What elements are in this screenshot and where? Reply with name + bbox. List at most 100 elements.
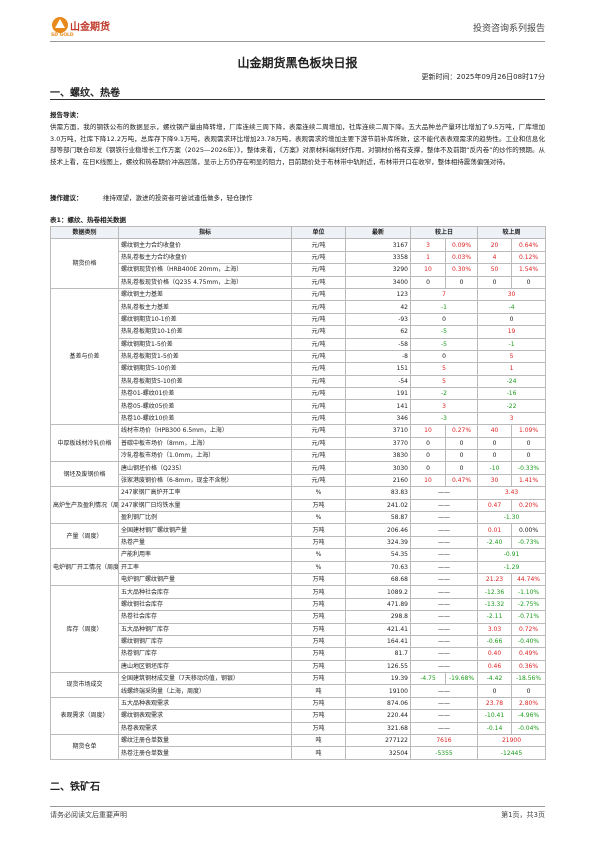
week-change-cell: 0 [477,684,513,698]
day-change-cell: —— [409,622,479,636]
column-header: 较上日 [409,225,479,240]
day-change-cell: 0.47% [444,473,479,488]
week-change-cell: 0.20% [511,498,547,513]
week-change-cell: -4 [477,300,547,314]
latest-cell: -54 [345,374,411,389]
table-row: 基差与价差 螺纹钢主力基差 元/吨 123 7 30 [50,287,547,426]
latest-cell: 62 [345,325,411,339]
week-change-cell: 44.74% [511,572,547,587]
day-change-cell: 1 [410,250,446,265]
day-change-cell: 0 [444,449,479,463]
latest-cell: 3710 [345,424,411,438]
latest-cell: 3830 [345,449,411,463]
week-change-cell: -0.71% [511,610,547,624]
day-change-cell: —— [409,486,479,500]
latest-cell: 220.44 [345,709,411,723]
logo [52,17,68,33]
latest-cell: 321.68 [345,721,411,736]
unit-cell: % [291,486,346,500]
data-table: 数据类别 指标 单位 最新 较上日 较上周 期货价格 螺纹钢主力合约收盘价 元/吨 3… [50,225,547,760]
unit-cell: % [291,548,346,562]
indicator-cell: 螺纹钢现货价格（HRB400E 20mm，上海） [118,263,292,277]
latest-cell: 3770 [345,436,411,451]
table-row: 热卷05-螺纹05价差 元/吨 141 3 -22 [51,399,547,413]
indicator-cell: 线螺终端采购量（上海，周度） [118,684,292,698]
table-row: 高炉生产及盈利情况（周度）247家钢厂高炉开工率%83.83——3.43 [50,486,547,525]
category-cell: 期货价格 [50,238,119,289]
unit-cell: 吨 [291,733,346,748]
unit-cell: 万吨 [291,696,346,711]
table-row: 电炉钢厂螺纹钢产量 万吨 68.68 —— 21.23 44.74% [51,572,547,587]
logo-sub: SD GOLD [51,33,74,38]
week-change-cell: 0.01 [477,523,513,537]
table-row: 期货仓单 螺纹注册仓单数量吨 277122 7616 21900 [50,733,547,760]
indicator-cell: 热卷社会库存 [118,610,292,624]
day-change-cell: —— [409,535,479,550]
week-change-cell: -2.40 [477,535,513,550]
latest-cell: 68.68 [345,572,411,587]
latest-cell: 191 [345,387,411,401]
day-change-cell: —— [409,696,479,711]
day-change-cell: 0 [444,436,479,451]
week-change-cell: -0.40% [511,634,547,649]
table-row: 现货市场成交 全国建筑钢材成交量（7天移动均值，钢银） 万吨 19.39 -4.75 -1… [50,672,547,698]
unit-cell: 万吨 [291,622,346,636]
day-change-cell: 0 [444,275,479,289]
week-change-cell: 21.23 [477,572,513,587]
week-change-cell: 0.36% [511,659,547,674]
unit-cell: 元/吨 [291,424,346,438]
day-change-cell: 3 [410,238,446,252]
week-change-cell: 30 [477,287,547,302]
indicator-cell: 螺纹钢主力基差 [118,287,292,302]
latest-cell: 70.63 [345,560,411,574]
latest-cell: 3358 [345,250,411,265]
table-row: 电炉钢厂开工情况（周度） 产能利用率% 54.35 —— -0.91 [50,548,547,587]
indicator-cell: 热卷钢厂库存 [118,647,292,661]
table-row: 热轧卷板主力合约收盘价 元/吨 3358 1 0.03% 4 0.12% [51,250,547,265]
day-change-cell: —— [409,585,479,599]
week-change-cell: 3.03 [477,622,513,636]
unit-cell: 元/吨 [291,312,346,327]
week-change-cell: 0 [477,449,513,463]
latest-cell: 141 [345,399,411,413]
indicator-cell: 冷轧卷板市场价（1.0mm，上海） [118,449,292,463]
day-change-cell: —— [409,647,479,661]
column-header: 数据类别 [50,225,119,240]
latest-cell: -8 [345,349,411,364]
table-row: 普碳中板市场价（8mm，上海） 元/吨 3770 0 0 0 0 [51,436,547,451]
latest-cell: -58 [345,337,411,351]
latest-cell: 421.41 [345,622,411,636]
week-change-cell: 0 [511,684,547,698]
week-change-cell: 0.47 [477,498,513,513]
category-cell: 产量（周度） [50,523,119,550]
week-change-cell: 4 [477,250,513,265]
table-row: 热轧卷板期货1-5价差 元/吨 -8 0 5 [51,349,547,364]
week-change-cell: -2.75% [511,597,547,612]
week-change-cell: -1.10% [511,585,547,599]
day-change-cell: -4.75 [410,672,446,686]
latest-cell: 206.46 [345,523,411,537]
table-row: 热卷表观需求 万吨 321.68 —— -0.14 -0.04% [51,721,547,736]
table-row: 热卷10-螺纹10价差 元/吨 346 -3 3 [51,411,547,426]
unit-cell: 元/吨 [291,449,346,463]
day-change-cell: 5 [409,362,479,376]
indicator-cell: 热卷产量 [118,535,292,550]
unit-cell: 元/吨 [291,436,346,451]
indicator-cell: 热轧卷板主力基差 [118,300,292,314]
day-change-cell: 3 [409,399,479,413]
column-header: 单位 [291,225,346,240]
unit-cell: 元/吨 [291,263,346,277]
indicator-cell: 热卷05-螺纹05价差 [118,399,292,413]
unit-cell: 元/吨 [291,374,346,389]
day-change-cell: —— [409,610,479,624]
category-cell: 电炉钢厂开工情况（周度） [50,548,119,587]
table-row: 热轧卷板期货10-1价差 元/吨 62 -5 19 [51,325,547,339]
unit-cell: 元/吨 [291,287,346,302]
logo-text: 山金期货 [70,22,110,33]
indicator-cell: 热卷10-螺纹10价差 [118,411,292,426]
latest-cell: 123 [345,287,411,302]
unit-cell: 万吨 [291,535,346,550]
week-change-cell: 0.72% [511,622,547,636]
indicator-cell: 热轧卷板期货5-10价差 [118,374,292,389]
table-caption: 表1：螺纹、热卷相关数据 [50,216,127,224]
